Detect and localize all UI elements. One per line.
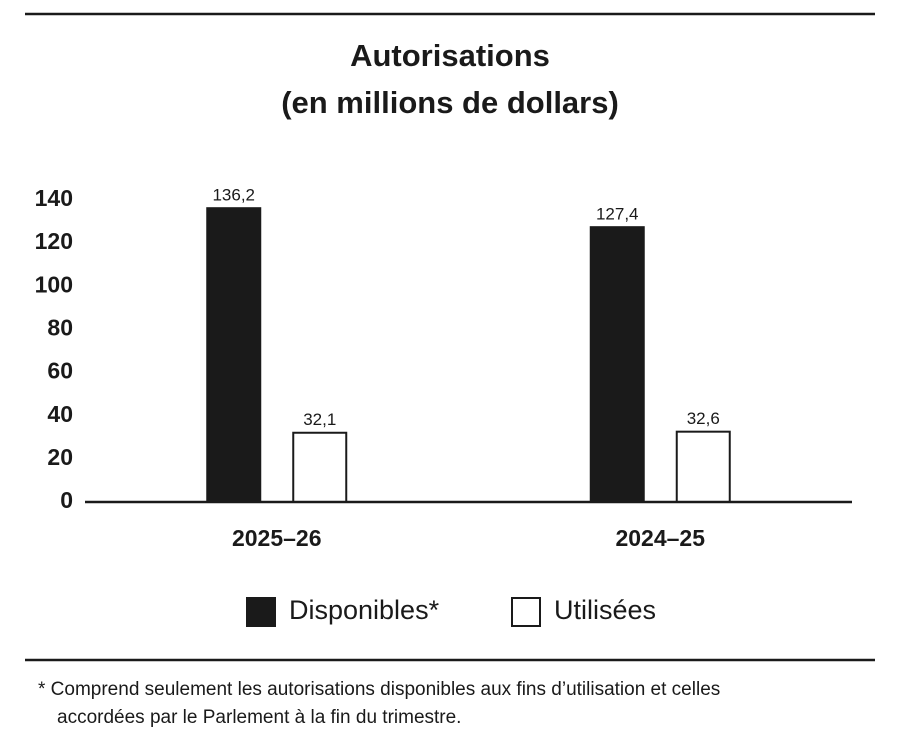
- value-label: 136,2: [212, 186, 255, 205]
- bar: [292, 431, 348, 503]
- chart-subtitle: (en millions de dollars): [281, 85, 619, 120]
- y-tick-label: 20: [47, 444, 73, 470]
- bar: [206, 207, 262, 503]
- y-tick-label: 0: [60, 487, 73, 513]
- chart-title: Autorisations: [350, 38, 550, 73]
- x-tick-label: 2025–26: [232, 525, 322, 551]
- value-label: 32,6: [687, 409, 720, 428]
- bar: [675, 430, 731, 504]
- legend-swatch: [511, 597, 541, 627]
- y-tick-label: 100: [35, 271, 73, 297]
- legend-label: Utilisées: [554, 595, 656, 625]
- x-tick-label: 2024–25: [615, 525, 705, 551]
- legend-swatch: [246, 597, 276, 627]
- value-label: 32,1: [303, 410, 336, 429]
- y-tick-label: 40: [47, 401, 73, 427]
- y-tick-label: 60: [47, 358, 73, 384]
- footnote: * Comprend seulement les autorisations d…: [38, 679, 720, 700]
- value-label: 127,4: [596, 205, 639, 224]
- bar: [589, 226, 645, 503]
- footnote: accordées par le Parlement à la fin du t…: [57, 707, 461, 728]
- legend-label: Disponibles*: [289, 595, 440, 625]
- y-tick-label: 80: [47, 315, 73, 341]
- y-tick-label: 120: [35, 228, 73, 254]
- y-tick-label: 140: [35, 185, 73, 211]
